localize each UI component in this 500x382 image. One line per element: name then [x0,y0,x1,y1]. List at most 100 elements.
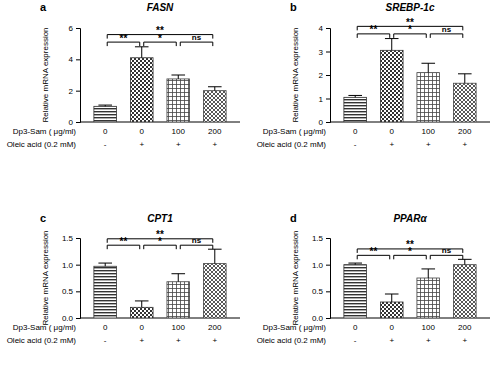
category-label: 200 [458,127,472,136]
y-tick-label: 1.0 [62,261,74,270]
panel-title: CPT1 [147,213,173,224]
category-label: + [462,140,467,149]
category-label: 100 [422,127,436,136]
category-label: + [176,140,181,149]
error-bar [458,74,472,83]
y-tick-mark [76,318,80,319]
y-tick-mark [76,91,80,92]
significance-label: ** [370,246,378,257]
panel-title: SREBP-1c [386,2,435,13]
category-label: 200 [458,323,472,332]
y-tick-label: 0 [69,118,74,127]
y-tick-mark [326,75,330,76]
y-tick: 2 [319,71,330,80]
panel-letter: a [40,1,47,13]
bar [380,50,403,122]
significance-bracket [180,245,213,249]
y-tick-mark [326,291,330,292]
bar [453,265,476,318]
category-label: 0 [353,127,358,136]
significance-bracket [430,255,463,259]
category-label: 100 [172,323,186,332]
category-label: + [389,336,394,345]
y-tick: 4 [69,55,80,64]
category-label: + [426,336,431,345]
category-label: 0 [103,323,108,332]
bar [94,106,117,122]
y-tick-label: 1.0 [312,261,324,270]
y-tick-mark [326,238,330,239]
figure: aFASNRelative mRNA expression0246Dp3-Sam… [0,0,500,382]
y-tick-label: 3 [319,48,324,57]
y-tick: 0 [319,118,330,127]
y-tick: 0 [69,118,80,127]
y-tick: 0.5 [312,287,330,296]
error-bar [458,259,472,264]
y-tick-mark [76,59,80,60]
y-axis: 0.00.51.01.5 [312,234,331,323]
y-tick-mark [326,318,330,319]
y-tick-mark [326,265,330,266]
y-tick-mark [76,28,80,29]
y-axis-line [326,239,331,319]
panel-title: PPARα [393,213,427,224]
category-label: 0 [390,323,395,332]
significance-label: ** [156,229,164,240]
panel: aFASNRelative mRNA expression0246Dp3-Sam… [7,1,240,149]
category-label: - [104,140,107,149]
significance-bracket [180,42,213,46]
category-label: - [104,336,107,345]
category-label: 100 [422,323,436,332]
error-bar [135,47,149,58]
bar [167,79,190,122]
category-label: + [212,140,217,149]
plot-area [94,47,226,122]
y-tick-mark [326,52,330,53]
panel: dPPARαRelative mRNA expression0.00.51.01… [257,212,490,345]
y-tick: 1.0 [62,261,80,270]
plot-area [94,249,226,318]
panel-letter: d [290,212,297,224]
row-label: Oleic acid (0.2 mM) [7,336,77,345]
category-label: + [139,140,144,149]
y-tick-label: 4 [69,55,74,64]
y-axis: 01234 [319,24,331,127]
panel: bSREBP-1cRelative mRNA expression01234Dp… [257,1,490,149]
category-label: + [462,336,467,345]
category-label: + [139,336,144,345]
significance-label: ns [192,236,202,245]
bar [94,266,117,318]
y-tick: 6 [69,24,80,33]
category-label: 200 [208,323,222,332]
bar [130,307,153,318]
y-axis: 0246 [69,24,81,127]
error-bar [208,249,222,263]
y-axis-title: Relative mRNA expression [291,27,300,122]
error-bar [421,269,435,278]
significance-label: ns [442,246,452,255]
category-label: 0 [353,323,358,332]
panel: cCPT1Relative mRNA expression0.00.51.01.… [7,212,240,345]
significance-label: ** [406,239,414,250]
y-tick-label: 1 [319,95,324,104]
panel-title: FASN [147,2,174,13]
error-bar [348,95,362,97]
error-bar [385,39,399,51]
plot-area [344,39,476,122]
bar [167,282,190,318]
bar [453,83,476,122]
error-bar [98,105,112,106]
y-tick-label: 2 [319,71,324,80]
y-tick: 1 [319,95,330,104]
y-axis: 0.00.51.01.5 [62,234,81,323]
row-label: Oleic acid (0.2 mM) [7,140,77,149]
bar [417,73,440,122]
y-tick-mark [76,238,80,239]
y-tick-label: 6 [69,24,74,33]
plot-area [344,259,476,318]
y-tick: 1.5 [312,234,330,243]
y-axis-title: Relative mRNA expression [41,27,50,122]
bar [417,278,440,318]
significance-label: ** [406,17,414,28]
row-label: Oleic acid (0.2 mM) [257,140,327,149]
